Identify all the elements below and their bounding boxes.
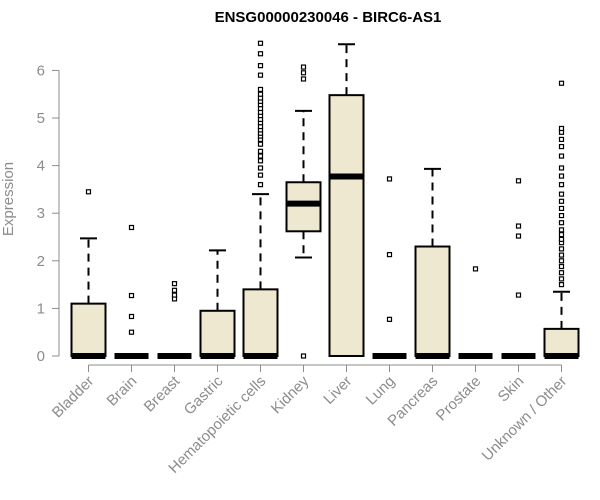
outlier-point [558, 182, 565, 188]
outlier-point [257, 148, 264, 154]
chart-title: ENSG00000230046 - BIRC6-AS1 [215, 9, 442, 26]
outlier-point [300, 76, 307, 82]
box-group [501, 178, 536, 359]
box-group [242, 40, 279, 359]
outlier-point [558, 252, 565, 258]
outlier-point [257, 72, 264, 78]
outlier-point [558, 198, 565, 204]
outlier-point [558, 276, 565, 282]
x-tick-label: Kidney [268, 372, 313, 417]
outlier-point [558, 143, 565, 150]
box-group [372, 176, 407, 359]
outlier-point [558, 270, 565, 276]
y-tick-label: 6 [37, 62, 45, 79]
y-tick-label: 2 [37, 253, 45, 270]
outlier-point [257, 91, 264, 97]
outlier-point [85, 189, 92, 195]
outlier-point [558, 220, 565, 226]
outlier-point [257, 86, 264, 93]
outlier-point [558, 165, 565, 171]
box [328, 94, 365, 357]
y-axis: 0 1 2 3 4 5 6 [37, 62, 60, 365]
outlier-point [472, 266, 479, 272]
box [199, 309, 236, 357]
plot-area [70, 40, 580, 359]
outlier-point [128, 224, 135, 231]
outlier-point [558, 282, 565, 288]
outlier-point [257, 182, 264, 188]
outlier-point [386, 176, 393, 182]
outlier-point [171, 287, 178, 293]
y-tick-label: 5 [37, 110, 45, 127]
outlier-point [558, 80, 565, 86]
outlier-point [558, 236, 565, 242]
outlier-point [171, 281, 178, 287]
outlier-point [386, 316, 393, 322]
box-group [285, 64, 322, 359]
outlier-point [558, 263, 565, 270]
box [543, 327, 580, 358]
box-group [157, 281, 192, 359]
box [242, 288, 279, 357]
outlier-point [386, 252, 393, 258]
outlier-point [558, 191, 565, 197]
y-axis-title: Expression [0, 162, 17, 236]
y-tick-label: 3 [37, 205, 45, 222]
outlier-point [558, 232, 565, 238]
outlier-point [257, 153, 264, 159]
x-tick-label: Prostate [433, 373, 485, 425]
box-group [70, 189, 107, 359]
box [70, 302, 107, 358]
x-tick-label: Skin [495, 373, 528, 406]
box-group [114, 224, 149, 359]
x-tick-label: Bladder [49, 373, 98, 422]
outlier-point [558, 136, 565, 143]
outlier-point [257, 63, 264, 69]
y-tick-label: 0 [37, 348, 45, 365]
outlier-point [515, 292, 522, 298]
outlier-point [257, 165, 264, 171]
outlier-point [300, 64, 307, 70]
box-group [458, 266, 493, 359]
outlier-point [300, 353, 307, 359]
outlier-point [558, 212, 565, 219]
outlier-point [558, 153, 565, 159]
outlier-point [257, 141, 264, 147]
box-group [414, 167, 451, 359]
y-tick-label: 1 [37, 300, 45, 317]
outlier-point [558, 173, 565, 179]
outlier-point [257, 158, 264, 164]
x-tick-label: Breast [141, 372, 184, 415]
outlier-point [558, 246, 565, 252]
outlier-point [515, 223, 522, 229]
y-tick-label: 4 [37, 158, 45, 175]
box-group [543, 80, 580, 359]
box [414, 245, 451, 358]
x-tick-label: Brain [104, 373, 141, 410]
box-group [199, 249, 236, 359]
outlier-point [128, 292, 135, 299]
box [285, 181, 322, 233]
outlier-point [257, 40, 264, 46]
box-group [328, 43, 365, 357]
outlier-point [558, 227, 565, 233]
outlier-point [558, 258, 565, 264]
outlier-point [558, 205, 565, 212]
outlier-point [558, 125, 565, 132]
outlier-point [128, 313, 135, 320]
x-tick-label: Lung [363, 373, 399, 409]
outlier-point [515, 178, 522, 184]
outlier-point [257, 172, 264, 178]
outlier-point [515, 233, 522, 239]
outlier-point [257, 51, 264, 57]
x-tick-label: Liver [320, 373, 355, 408]
outlier-point [171, 292, 178, 298]
outlier-point [128, 329, 135, 335]
outlier-point [300, 70, 307, 76]
